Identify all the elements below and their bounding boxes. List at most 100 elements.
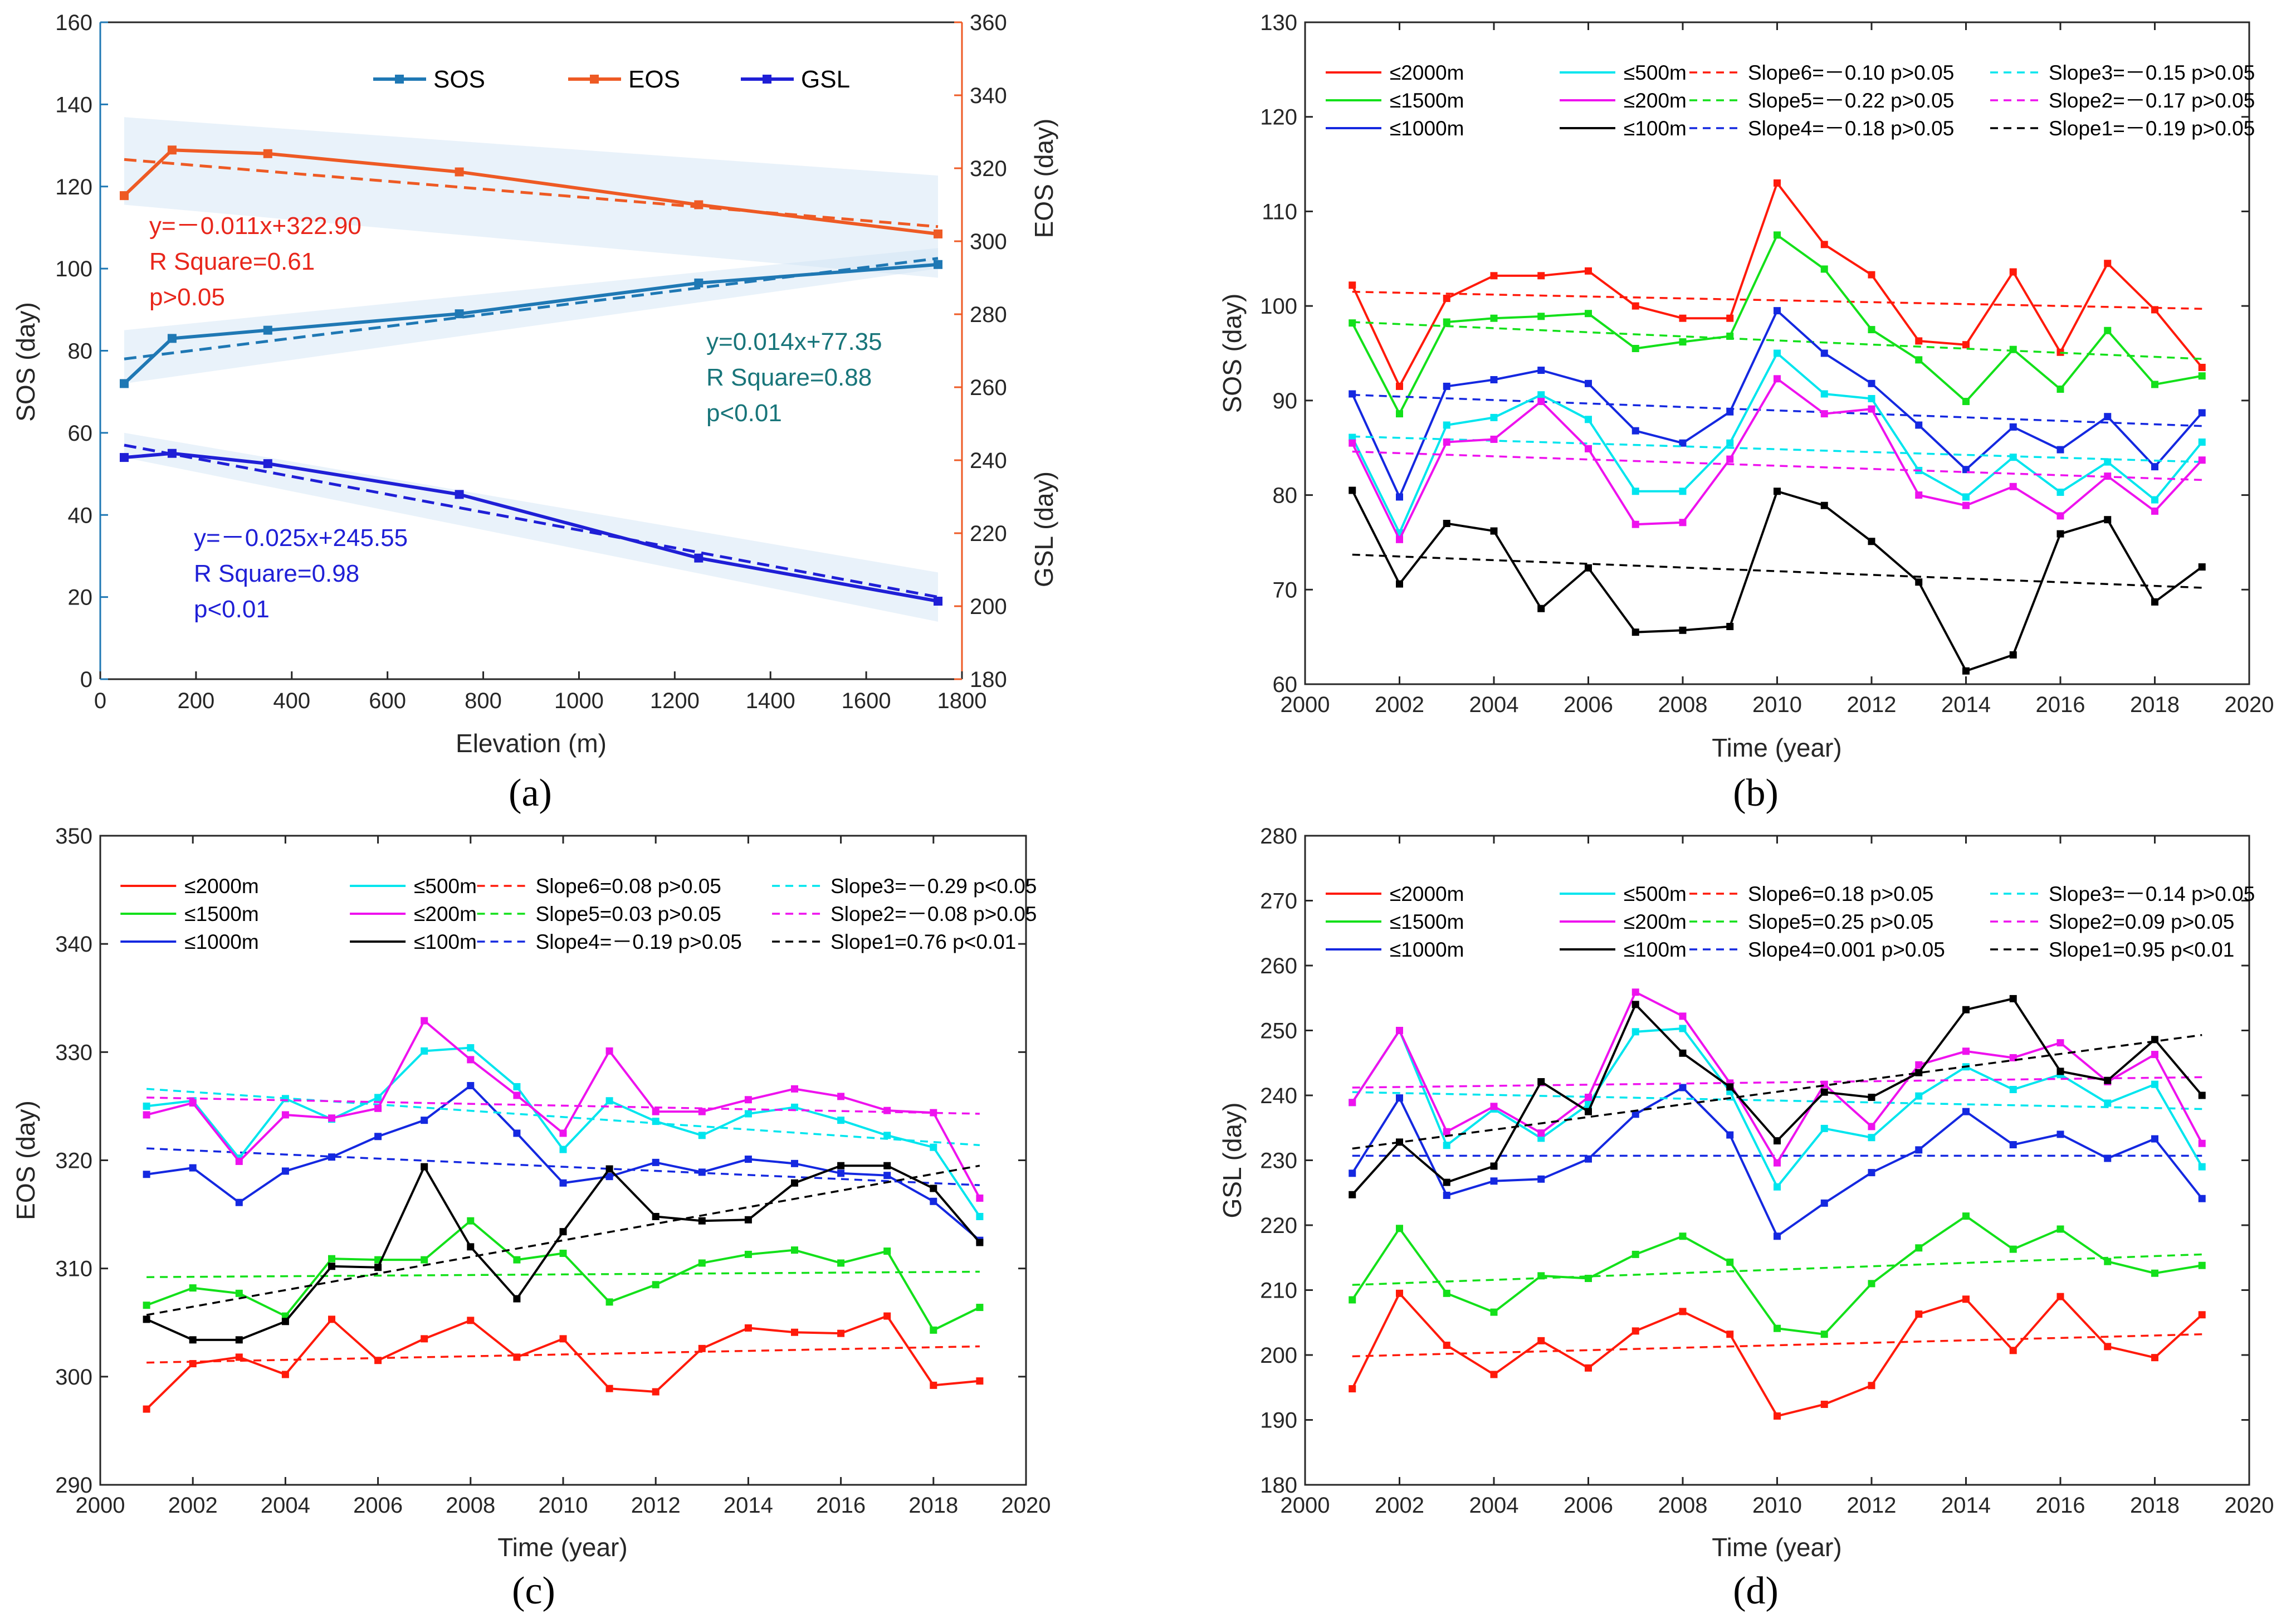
data-point-0 (1820, 1401, 1828, 1408)
y-left-tick-label: 20 (68, 586, 93, 610)
x-tick-label: 2006 (353, 1493, 403, 1518)
data-point-4 (189, 1099, 197, 1107)
legend-label-gsl: GSL (801, 66, 850, 93)
data-point-5 (1349, 486, 1356, 494)
data-point-0 (2198, 363, 2206, 371)
data-point-5 (143, 1315, 150, 1323)
data-point-0 (1868, 1382, 1875, 1390)
data-point-5 (281, 1318, 289, 1325)
data-point-2 (1774, 307, 1781, 315)
fit-line-eos (124, 158, 939, 228)
data-point-2 (281, 1167, 289, 1175)
data-point-eos (455, 167, 464, 177)
y-left-tick-label: 60 (68, 421, 93, 446)
data-point-0 (513, 1353, 521, 1361)
data-point-5 (1490, 1162, 1498, 1170)
data-point-5 (1962, 1006, 1970, 1013)
regression-annotation-1: p<0.01 (706, 399, 782, 427)
data-point-2 (1443, 382, 1450, 390)
x-tick-label: 2004 (1469, 693, 1519, 717)
data-point-1 (1349, 319, 1356, 327)
y-tick-label: 300 (55, 1365, 92, 1390)
x-tick-label: 2004 (1469, 1493, 1519, 1518)
data-point-1 (1774, 231, 1781, 239)
data-point-5 (2104, 1076, 2112, 1084)
data-point-4 (930, 1109, 937, 1117)
data-point-2 (1396, 493, 1403, 501)
data-point-5 (2104, 516, 2112, 524)
x-tick-label: 800 (465, 689, 502, 713)
data-point-3 (837, 1117, 845, 1124)
y-tick-label: 260 (1260, 954, 1297, 978)
data-point-0 (143, 1405, 150, 1413)
data-point-2 (2056, 446, 2064, 454)
data-point-4 (1915, 491, 1923, 499)
data-point-5 (930, 1185, 937, 1192)
y-left-tick-label: 140 (55, 92, 92, 117)
data-point-4 (2198, 456, 2206, 464)
trend-line-2 (146, 1147, 980, 1186)
data-point-1 (1679, 338, 1687, 346)
x-tick-label: 2002 (1375, 693, 1424, 717)
data-point-1 (791, 1246, 798, 1254)
data-point-5 (1726, 1083, 1734, 1091)
data-point-4 (2056, 512, 2064, 520)
data-point-1 (1537, 313, 1545, 320)
data-point-3 (2009, 1086, 2017, 1094)
data-point-2 (791, 1159, 798, 1167)
data-point-5 (837, 1162, 845, 1169)
data-point-2 (2151, 1135, 2158, 1143)
trend-line-5 (1352, 1034, 2202, 1150)
data-point-0 (559, 1335, 567, 1343)
data-point-5 (1820, 1088, 1828, 1096)
data-point-5 (328, 1263, 335, 1270)
data-point-1 (1726, 332, 1734, 340)
data-point-2 (467, 1082, 475, 1090)
x-tick-label: 2004 (261, 1493, 310, 1518)
data-point-1 (1631, 1250, 1639, 1258)
data-point-5 (1915, 578, 1923, 586)
data-point-1 (1537, 1272, 1545, 1280)
data-point-1 (421, 1256, 428, 1264)
y-axis-label: SOS (day) (1218, 294, 1247, 413)
y-right-tick-label: 360 (970, 11, 1007, 35)
legend-trend-label-0: Slope6=0.08 p>0.05 (536, 875, 721, 898)
data-point-5 (605, 1165, 613, 1173)
y-tick-label: 120 (1260, 105, 1297, 130)
data-point-3 (930, 1143, 937, 1151)
x-tick-label: 2012 (1847, 693, 1897, 717)
data-point-4 (1915, 1061, 1923, 1069)
data-point-5 (1774, 488, 1781, 495)
legend-trend-label-1: Slope5=0.03 p>0.05 (536, 903, 721, 925)
data-point-2 (1679, 1084, 1687, 1091)
legend-label-1: ≤1500m (1390, 910, 1464, 933)
data-point-4 (883, 1107, 891, 1114)
x-axis-label: Time (year) (1712, 1533, 1841, 1562)
data-point-2 (1915, 421, 1923, 429)
data-point-0 (1585, 267, 1592, 275)
data-point-4 (605, 1047, 613, 1055)
data-point-3 (1631, 488, 1639, 495)
x-tick-label: 2006 (1564, 1493, 1613, 1518)
legend-trend-label-5: Slope1=0.95 p<0.01 (2049, 938, 2234, 961)
data-point-0 (1349, 281, 1356, 289)
data-point-2 (1585, 379, 1592, 387)
data-point-3 (374, 1094, 382, 1102)
data-point-gsl (455, 490, 464, 499)
legend-label-3: ≤500m (414, 875, 477, 898)
data-point-5 (559, 1228, 567, 1236)
legend-trend-label-3: Slope3=－0.14 p>0.05 (2049, 883, 2255, 905)
legend-label-4: ≤200m (414, 903, 477, 925)
regression-annotation-0: y=－0.011x+322.90 (149, 212, 362, 240)
y-axis-label: EOS (day) (11, 1100, 40, 1220)
confidence-band-eos (124, 117, 939, 278)
data-point-5 (976, 1239, 984, 1246)
legend-label-sos: SOS (433, 66, 485, 93)
data-point-sos (455, 309, 464, 319)
chart-panel-a: 0 200 400 600 800 1000 1200 1400 1600 1800 0 20 40 60… (11, 11, 1058, 758)
data-point-0 (1962, 1295, 1970, 1303)
data-point-5 (1537, 1078, 1545, 1086)
x-tick-label: 2008 (446, 1493, 495, 1518)
data-point-5 (1443, 519, 1450, 527)
data-point-5 (744, 1216, 752, 1224)
